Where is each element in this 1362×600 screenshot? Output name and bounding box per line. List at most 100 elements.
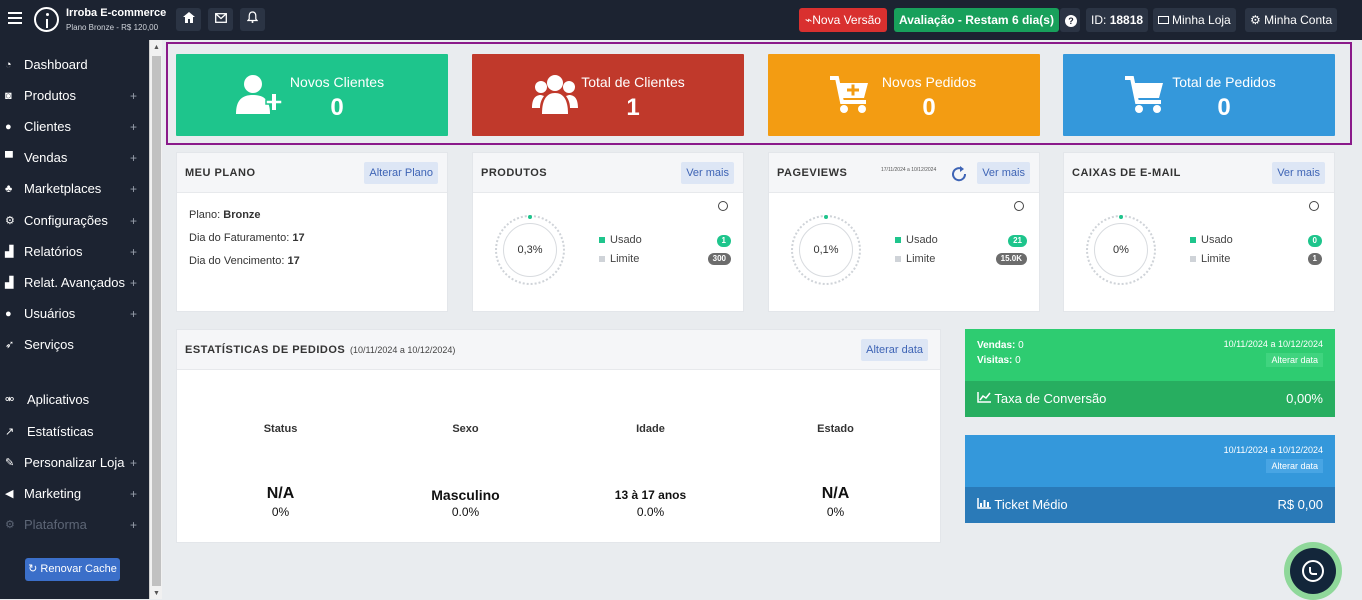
messages-button[interactable] <box>208 8 233 31</box>
menu-toggle-icon[interactable] <box>8 12 22 26</box>
sidebar-item-configuracoes[interactable]: ⚙ Configurações + <box>0 210 149 232</box>
line-chart-icon <box>977 392 991 403</box>
stat-box-novos-pedidos[interactable]: Novos Pedidos 0 <box>768 54 1040 136</box>
sidebar-item-personalizar-loja[interactable]: ✎ Personalizar Loja + <box>0 452 149 474</box>
column-header: Status <box>263 423 298 435</box>
clock-icon[interactable] <box>1014 201 1024 211</box>
renovar-cache-button[interactable]: ↻ Renovar Cache <box>25 558 120 581</box>
envelope-icon <box>214 13 227 23</box>
sidebar-item-aplicativos[interactable]: ⚮ Aplicativos <box>0 389 149 411</box>
sidebar-item-label: Produtos <box>24 88 77 103</box>
gear-icon: ⚙ <box>1250 13 1261 27</box>
legend-label: Usado <box>1201 234 1233 246</box>
card-title: MEU PLANO <box>185 167 256 179</box>
sidebar-item-label: Plataforma <box>24 517 87 532</box>
vendas-value: 0 <box>1018 340 1024 351</box>
vencimento-label: Dia do Vencimento: <box>189 255 285 267</box>
card-title: ESTATÍSTICAS DE PEDIDOS <box>185 344 346 356</box>
sidebar-item-relatorios[interactable]: ▟ Relatórios + <box>0 241 149 263</box>
top-bar: Irroba E-commerce Plano Bronze - R$ 120,… <box>0 0 1362 40</box>
expand-icon: + <box>129 245 137 259</box>
conversao-date-range: 10/11/2024 a 10/12/2024 <box>1223 339 1323 349</box>
sidebar-item-marketing[interactable]: ◀ Marketing + <box>0 483 149 505</box>
stat-box-total-clientes[interactable]: Total de Clientes 1 <box>472 54 744 136</box>
ticket-value: R$ 0,00 <box>1277 497 1323 512</box>
renovar-cache-label: Renovar Cache <box>40 563 117 575</box>
sidebar-item-label: Personalizar Loja <box>24 455 125 470</box>
legend-limite: Limite <box>895 253 935 265</box>
sidebar-item-usuarios[interactable]: ● Usuários + <box>0 303 149 325</box>
sidebar-item-produtos[interactable]: ◙ Produtos + <box>0 85 149 107</box>
sidebar-item-clientes[interactable]: ● Clientes + <box>0 116 149 138</box>
stat-box-novos-clientes[interactable]: Novos Clientes 0 <box>176 54 448 136</box>
scrollbar-thumb[interactable] <box>152 56 161 586</box>
sidebar-item-relat-avancados[interactable]: ▟ Relat. Avançados + <box>0 272 149 294</box>
column-value: Masculino <box>431 487 500 503</box>
sidebar-item-estatisticas[interactable]: ↗ Estatísticas <box>0 421 149 443</box>
clock-icon[interactable] <box>718 201 728 211</box>
conversao-bottom: Taxa de Conversão 0,00% <box>965 381 1335 417</box>
notifications-button[interactable] <box>240 8 265 31</box>
home-button[interactable] <box>176 8 201 31</box>
cart-icon <box>1125 76 1163 113</box>
scroll-down-icon[interactable]: ▼ <box>153 590 160 597</box>
alterar-plano-button[interactable]: Alterar Plano <box>364 162 438 184</box>
sidebar-item-label: Configurações <box>24 213 108 228</box>
stat-value: 0 <box>1217 94 1231 121</box>
help-button[interactable]: ? <box>1060 8 1080 32</box>
expand-icon: + <box>129 89 137 103</box>
sidebar-item-label: Marketplaces <box>24 181 102 196</box>
sidebar-item-marketplaces[interactable]: ♣ Marketplaces + <box>0 178 149 200</box>
stat-boxes-highlight <box>166 42 1352 145</box>
card-title: PRODUTOS <box>481 167 548 179</box>
produtos-card: PRODUTOS Ver mais 0,3% Usado 1 Limite 30… <box>472 152 744 312</box>
visitas-label: Visitas: <box>977 355 1013 366</box>
whatsapp-button[interactable] <box>1284 542 1342 600</box>
usage-gauge: 0% <box>1086 215 1156 285</box>
sidebar-item-dashboard[interactable]: ◔ Dashboard <box>0 54 149 76</box>
card-title: CAIXAS DE E-MAIL <box>1072 167 1181 179</box>
store-id-value: 18818 <box>1109 13 1144 27</box>
stat-box-total-pedidos[interactable]: Total de Pedidos 0 <box>1063 54 1335 136</box>
legend-usado: Usado <box>895 234 938 246</box>
expand-icon: + <box>129 151 137 165</box>
usado-badge: 0 <box>1307 235 1322 247</box>
ticket-label: Ticket Médio <box>994 497 1068 512</box>
content-scrollbar[interactable]: ▲ ▼ <box>149 40 162 599</box>
sidebar-item-vendas[interactable]: ▀ Vendas + <box>0 147 149 169</box>
column-header: Idade <box>636 423 665 435</box>
ticket-date-range: 10/11/2024 a 10/12/2024 <box>1223 445 1323 455</box>
sidebar-item-servicos[interactable]: ➶ Serviços <box>0 334 149 356</box>
cart-plus-icon <box>830 76 868 113</box>
card-title: PAGEVIEWS <box>777 167 848 179</box>
estatisticas-date-range: (10/11/2024 a 10/12/2024) <box>350 345 456 355</box>
alterar-data-button[interactable]: Alterar data <box>1266 353 1323 367</box>
bar-chart-icon: ▟ <box>5 277 14 289</box>
scroll-up-icon[interactable]: ▲ <box>153 44 160 51</box>
minha-loja-button[interactable]: Minha Loja <box>1153 8 1236 32</box>
card-header: ESTATÍSTICAS DE PEDIDOS (10/11/2024 a 10… <box>177 330 940 370</box>
faturamento-row: Dia do Faturamento: 17 <box>189 232 305 244</box>
ver-mais-button[interactable]: Ver mais <box>1272 162 1325 184</box>
nova-versao-button[interactable]: ⌁Nova Versão <box>799 8 887 32</box>
ver-mais-button[interactable]: Ver mais <box>681 162 734 184</box>
refresh-icon[interactable] <box>950 165 968 183</box>
ticket-top: 10/11/2024 a 10/12/2024 Alterar data <box>965 435 1335 487</box>
conversao-top: Vendas: 0 Visitas: 0 10/11/2024 a 10/12/… <box>965 329 1335 381</box>
cogs-icon: ⚙ <box>5 519 15 531</box>
meu-plano-card: MEU PLANO Alterar Plano Plano: Bronze Di… <box>176 152 448 312</box>
expand-icon: + <box>129 276 137 290</box>
ver-mais-button[interactable]: Ver mais <box>977 162 1030 184</box>
sidebar-item-plataforma[interactable]: ⚙ Plataforma + <box>0 514 149 536</box>
stat-value: 0 <box>922 94 936 121</box>
minha-conta-button[interactable]: ⚙ Minha Conta <box>1245 8 1338 32</box>
flash-icon: ⌁ <box>805 13 813 27</box>
caixas-email-card: CAIXAS DE E-MAIL Ver mais 0% Usado 0 Lim… <box>1063 152 1335 312</box>
users-icon: ● <box>5 308 12 320</box>
clock-icon[interactable] <box>1309 201 1319 211</box>
card-header: MEU PLANO Alterar Plano <box>177 153 447 193</box>
alterar-data-button[interactable]: Alterar data <box>861 339 928 361</box>
stat-title: Novos Pedidos <box>881 74 977 90</box>
alterar-data-button[interactable]: Alterar data <box>1266 459 1323 473</box>
avaliacao-button[interactable]: Avaliação - Restam 6 dia(s) <box>894 8 1059 32</box>
